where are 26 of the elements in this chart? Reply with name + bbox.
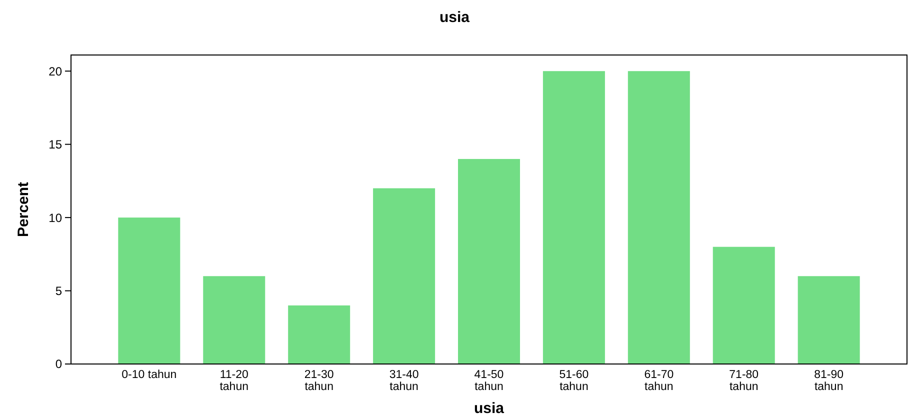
bar	[373, 188, 436, 364]
bar	[628, 71, 690, 364]
x-tick-label: 11-20 tahun	[220, 369, 249, 393]
bar	[288, 305, 350, 364]
x-tick-label: 51-60 tahun	[559, 369, 589, 393]
x-tick-label: 71-80 tahun	[729, 369, 759, 393]
x-axis-title: usia	[474, 400, 505, 417]
x-tick-label: 31-40 tahun	[389, 369, 419, 393]
y-tick-label: 0	[55, 357, 62, 372]
bar	[458, 158, 520, 364]
bar	[712, 246, 775, 364]
bar	[542, 71, 605, 364]
bar	[118, 218, 180, 364]
y-tick-label: 15	[48, 138, 62, 152]
y-tick-label: 5	[55, 284, 62, 298]
y-tick-label: 20	[48, 64, 62, 78]
x-tick-label: 21-30 tahun	[304, 369, 334, 393]
bar	[798, 276, 860, 364]
bar	[203, 276, 266, 364]
x-tick-label: 0-10 tahun	[122, 369, 177, 381]
x-tick-label: 81-90 tahun	[814, 369, 844, 393]
x-tick-label: 61-70 tahun	[644, 369, 674, 393]
y-tick-label: 10	[48, 210, 62, 225]
x-tick-label: 41-50 tahun	[474, 369, 504, 393]
chart-title: usia	[439, 9, 470, 26]
y-axis-title: Percent	[15, 182, 32, 238]
